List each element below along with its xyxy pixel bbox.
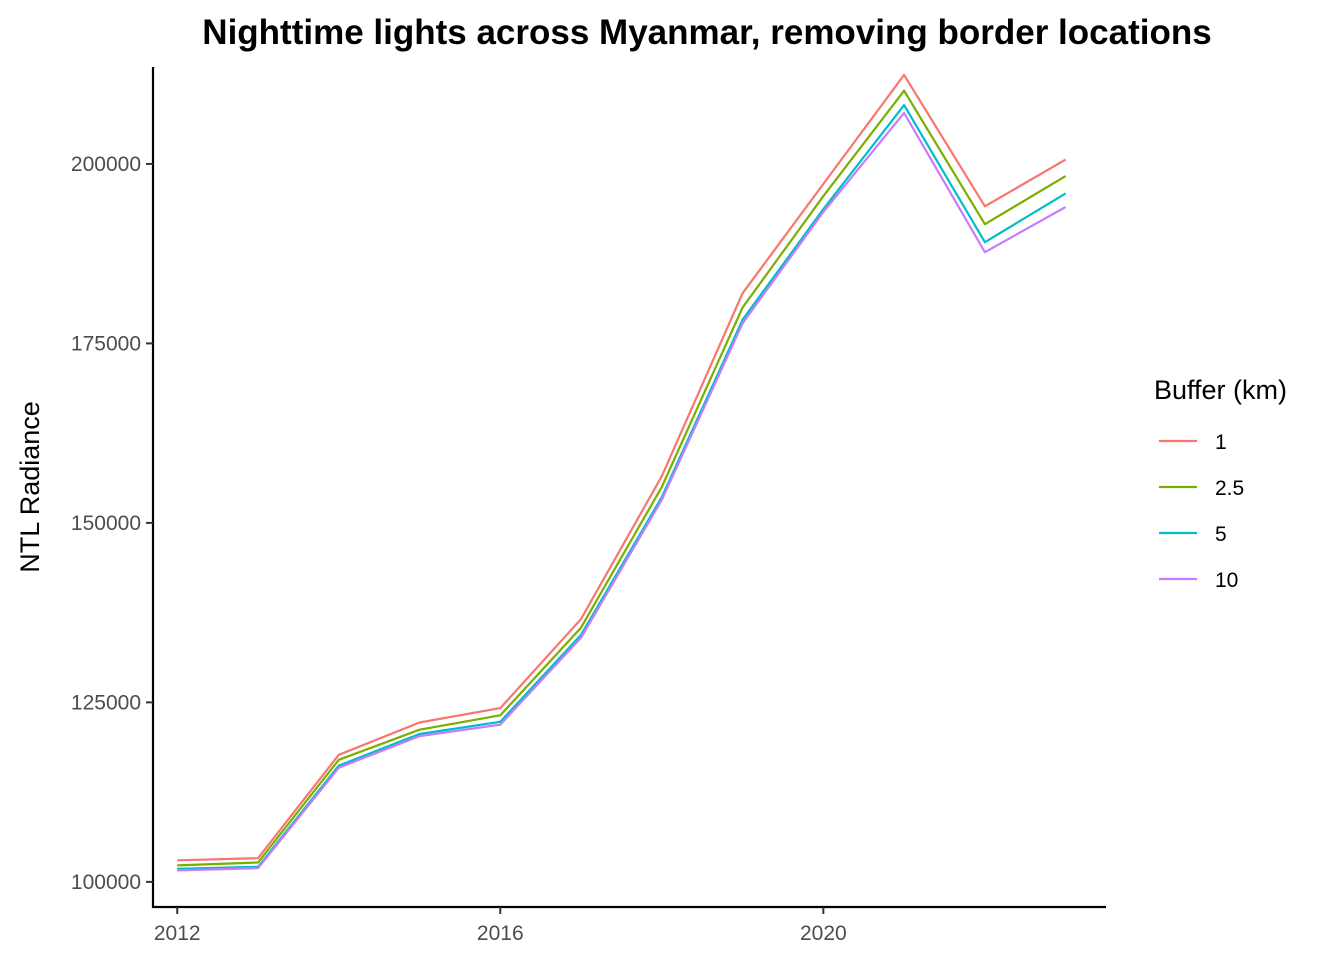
series-line-2-5 bbox=[177, 89, 1067, 867]
y-tick-label: 125000 bbox=[71, 691, 141, 714]
legend-label-2-5: 2.5 bbox=[1215, 477, 1244, 500]
legend: Buffer (km) 1 2.5 5 10 bbox=[1154, 375, 1287, 592]
series-line-5 bbox=[177, 103, 1067, 870]
legend-title: Buffer (km) bbox=[1154, 375, 1287, 405]
series-line-1 bbox=[177, 73, 1067, 862]
x-tick-label: 2012 bbox=[154, 922, 201, 945]
y-tick-label: 150000 bbox=[71, 512, 141, 535]
legend-label-10: 10 bbox=[1215, 569, 1238, 592]
legend-items: 1 2.5 5 10 bbox=[1159, 431, 1244, 592]
y-axis-label: NTL Radiance bbox=[15, 401, 45, 573]
legend-label-5: 5 bbox=[1215, 523, 1227, 546]
plot-area bbox=[177, 73, 1067, 872]
y-tick-label: 175000 bbox=[71, 332, 141, 355]
series-line-10 bbox=[177, 111, 1067, 872]
y-axis-ticks: 100000 125000 150000 175000 200000 bbox=[71, 153, 153, 894]
y-tick-label: 100000 bbox=[71, 871, 141, 894]
x-tick-label: 2020 bbox=[800, 922, 847, 945]
y-tick-label: 200000 bbox=[71, 153, 141, 176]
chart-title: Nighttime lights across Myanmar, removin… bbox=[202, 13, 1211, 52]
legend-label-1: 1 bbox=[1215, 431, 1227, 454]
x-axis-ticks: 2012 2016 2020 bbox=[154, 907, 847, 945]
x-tick-label: 2016 bbox=[477, 922, 524, 945]
